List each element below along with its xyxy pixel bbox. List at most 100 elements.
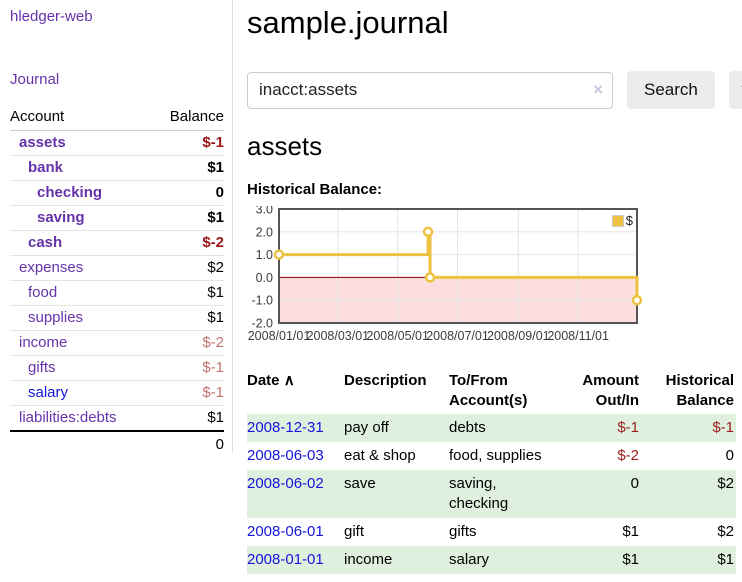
chart-point-marker [422, 226, 434, 238]
main-content: sample.journal × Search ? assets Histori… [233, 0, 742, 574]
register-date-link[interactable]: 2008-12-31 [247, 419, 324, 436]
y-axis-tick-label: 1.0 [256, 248, 273, 262]
sidebar-account-row: gifts $-1 [10, 355, 224, 381]
register-date-link[interactable]: 2008-06-03 [247, 447, 324, 464]
register-row: 2008-12-31 pay off debts $-1 $-1 [247, 414, 736, 442]
sidebar-account-balance: $1 [151, 205, 224, 231]
register-date-link[interactable]: 2008-01-01 [247, 551, 324, 568]
sidebar-account-link-checking[interactable]: checking [37, 184, 103, 201]
sidebar-account-link-income[interactable]: income [19, 334, 68, 351]
sidebar-account-row: cash $-2 [10, 230, 224, 256]
clear-search-icon[interactable]: × [593, 79, 603, 99]
sidebar-account-link-gifts[interactable]: gifts [28, 359, 56, 376]
x-axis-tick-label: 2008/09/01 [487, 329, 550, 343]
accounts-header-balance: Balance [151, 105, 224, 131]
register-accounts: gifts [449, 523, 477, 540]
sidebar-account-row: saving $1 [10, 205, 224, 231]
accounts-total-value: 0 [151, 430, 224, 458]
legend-label: $ [625, 213, 633, 228]
sidebar-account-row: food $1 [10, 280, 224, 306]
register-balance: 0 [725, 447, 734, 464]
chart-title: Historical Balance: [247, 181, 383, 198]
register-header-date[interactable]: Date ∧ [247, 372, 295, 389]
register-accounts: saving, checking [449, 475, 509, 512]
x-axis-tick-label: 2008/11/01 [547, 329, 609, 343]
sidebar-account-balance: $-2 [151, 330, 224, 356]
register-amount: $-2 [617, 447, 639, 464]
register-accounts: debts [449, 419, 486, 436]
y-axis-tick-label: 3.0 [256, 206, 273, 217]
accounts-total-row: 0 [10, 430, 224, 458]
register-description: eat & shop [344, 447, 416, 464]
sidebar-account-balance: $1 [151, 405, 224, 432]
register-description: income [344, 551, 393, 568]
sidebar: hledger-web Journal Account Balance asse… [0, 0, 233, 458]
sidebar-account-row: liabilities:debts $1 [10, 405, 224, 432]
sidebar-account-balance: $2 [151, 255, 224, 281]
app-title-link[interactable]: hledger-web [10, 8, 93, 25]
sidebar-account-link-supplies[interactable]: supplies [28, 309, 84, 326]
register-row: 2008-01-01 income salary $1 $1 [247, 546, 736, 574]
sidebar-account-row: bank $1 [10, 155, 224, 181]
register-row: 2008-06-02 save saving, checking 0 $2 [247, 470, 736, 518]
search-button[interactable]: Search [627, 71, 715, 109]
sort-asc-icon: ∧ [283, 372, 295, 389]
y-axis-tick-label: 2.0 [256, 225, 273, 239]
sidebar-account-link-salary[interactable]: salary [28, 384, 69, 401]
historical-balance-chart: 3.0 2.0 1.0 0.0 -1.0 -2.0 2008/01/01 2008/03/01… [247, 203, 647, 348]
search-input[interactable] [247, 71, 613, 109]
register-description: save [344, 475, 376, 492]
sidebar-account-balance: $-1 [151, 380, 224, 406]
x-axis-tick-label: 2008/03/01 [307, 329, 370, 343]
chart-canvas: 3.0 2.0 1.0 0.0 -1.0 -2.02008/01/012008/03/01… [248, 203, 643, 343]
sidebar-account-balance: $-1 [151, 130, 224, 156]
register-date-link[interactable]: 2008-06-01 [247, 523, 324, 540]
sidebar-account-balance: $1 [151, 305, 224, 331]
y-axis-tick-label: 0.0 [256, 271, 273, 285]
search-form: × Search ? [247, 71, 742, 109]
register-amount: $1 [622, 551, 639, 568]
sidebar-account-link-assets[interactable]: assets [19, 134, 66, 151]
accounts-header-row: Account Balance [10, 105, 224, 131]
register-amount: 0 [630, 475, 639, 492]
sidebar-account-balance: $-1 [151, 355, 224, 381]
chart-point-marker [631, 294, 643, 306]
sidebar-account-link-food[interactable]: food [28, 284, 58, 301]
x-axis-tick-label: 2008/01/01 [248, 329, 311, 343]
sidebar-account-balance: 0 [151, 180, 224, 206]
accounts-header-account: Account [10, 105, 152, 131]
register-balance: $1 [717, 551, 734, 568]
sidebar-account-row: assets $-1 [10, 130, 224, 156]
register-row: 2008-06-01 gift gifts $1 $2 [247, 518, 736, 546]
register-header-to-from-account-s-: To/From Account(s) [449, 372, 528, 409]
accounts-table: Account Balance assets $-1 bank $1 checking 0… [10, 105, 224, 458]
register-description: pay off [344, 419, 389, 436]
register-accounts: salary [449, 551, 490, 568]
x-axis-tick-label: 2008/07/01 [426, 329, 489, 343]
chart-legend: $ [611, 213, 633, 228]
sidebar-account-balance: $1 [151, 280, 224, 306]
register-header-historical-balance: Historical Balance [665, 372, 734, 409]
register-accounts: food, supplies [449, 447, 542, 464]
sidebar-item-journal[interactable]: Journal [10, 71, 60, 88]
sidebar-account-row: salary $-1 [10, 380, 224, 406]
sidebar-account-link-expenses[interactable]: expenses [19, 259, 84, 276]
sidebar-account-link-cash[interactable]: cash [28, 234, 63, 251]
chart-point-marker [273, 249, 285, 260]
register-date-link[interactable]: 2008-06-02 [247, 475, 324, 492]
y-axis-tick-label: -2.0 [251, 317, 273, 331]
register-balance: $2 [717, 523, 734, 540]
sidebar-account-link-bank[interactable]: bank [28, 159, 64, 176]
sidebar-account-link-saving[interactable]: saving [37, 209, 85, 226]
sidebar-account-row: checking 0 [10, 180, 224, 206]
page-title: sample.journal [247, 5, 449, 40]
register-description: gift [344, 523, 365, 540]
help-button[interactable]: ? [728, 71, 742, 109]
y-axis-tick-label: -1.0 [251, 294, 273, 308]
sidebar-account-link-liabilities-debts[interactable]: liabilities:debts [19, 409, 117, 426]
sidebar-account-row: expenses $2 [10, 255, 224, 281]
sidebar-account-row: income $-2 [10, 330, 224, 356]
register-balance: $-1 [712, 419, 734, 436]
register-header-description: Description [344, 372, 427, 389]
